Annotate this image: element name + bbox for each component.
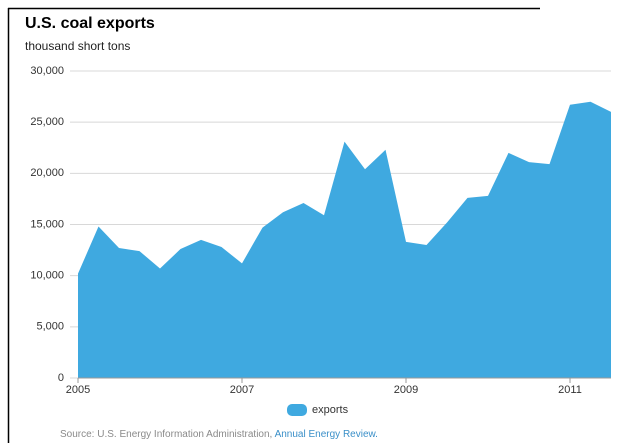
legend-swatch[interactable] [287,404,307,416]
legend[interactable]: exports [287,404,349,416]
source-text: Source: U.S. Energy Information Administ… [60,429,272,440]
area [78,101,611,378]
legend-label[interactable]: exports [312,404,349,416]
y-tick-label: 20,000 [30,167,64,179]
x-tick-label: 2005 [66,384,90,396]
source-link[interactable]: Annual Energy Review. [275,429,378,440]
x-tick-label: 2007 [230,384,254,396]
chart-title: U.S. coal exports [25,15,155,32]
y-tick-label: 25,000 [30,116,64,128]
source: Source: U.S. Energy Information Administ… [60,429,378,440]
y-tick-label: 0 [58,372,64,384]
x-tick-label: 2011 [558,384,582,396]
x-tick-label: 2009 [394,384,418,396]
y-tick-label: 10,000 [30,270,64,282]
chart-subtitle: thousand short tons [25,39,130,53]
y-tick-label: 5,000 [36,321,64,333]
y-tick-label: 30,000 [30,65,64,77]
y-tick-label: 15,000 [30,218,64,230]
